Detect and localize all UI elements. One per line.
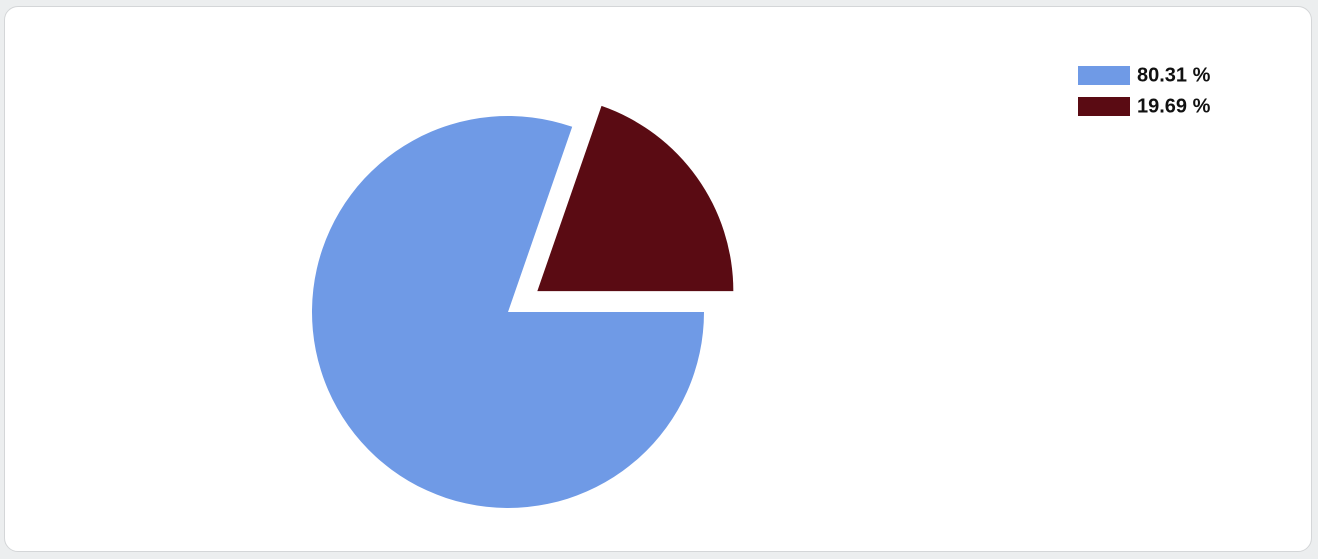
legend-label: 80.31 % [1137,64,1211,86]
pie-slice [537,105,734,292]
legend-swatch [1078,66,1130,85]
legend-swatch [1078,97,1130,116]
pie-slice [312,116,704,509]
legend-label: 19.69 % [1137,95,1211,117]
